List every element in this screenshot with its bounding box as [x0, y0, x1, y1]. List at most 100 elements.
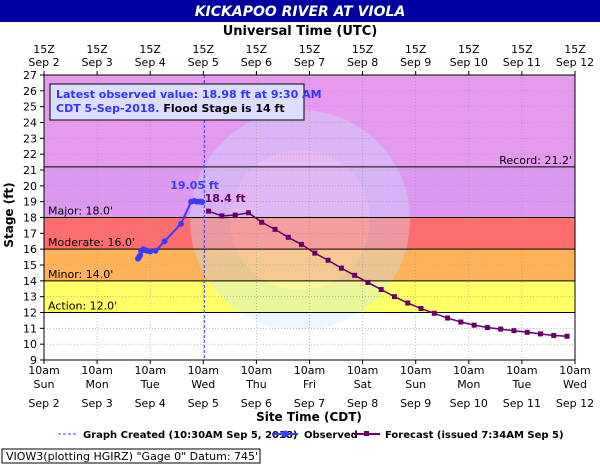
y-tick-label: 25	[23, 101, 37, 114]
forecast-point	[458, 319, 464, 325]
legend-graph-created: Graph Created (10:30AM Sep 5, 2018)	[83, 430, 298, 441]
bottom-tick-day: Mon	[85, 378, 108, 391]
y-tick-label: 10	[23, 338, 37, 351]
y-tick-label: 15	[23, 259, 37, 272]
bottom-tick-time: 10am	[400, 364, 431, 377]
bottom-tick-time: 10am	[347, 364, 378, 377]
forecast-point	[418, 306, 424, 312]
y-axis-title: Stage (ft)	[2, 182, 16, 247]
info-box: Latest observed value: 18.98 ft at 9:30 …	[49, 83, 322, 121]
forecast-point	[498, 326, 504, 332]
y-tick-label: 12	[23, 307, 37, 320]
forecast-point	[312, 250, 318, 256]
top-tick-date: Sep 2	[28, 56, 59, 69]
y-tick-label: 21	[23, 164, 37, 177]
bottom-tick-time: 10am	[188, 364, 219, 377]
y-tick-label: 9	[30, 354, 37, 367]
x-axis-title: Site Time (CDT)	[256, 410, 362, 424]
forecast-point	[259, 219, 265, 225]
peak-label: 19.05 ft	[170, 179, 219, 192]
forecast-point	[245, 210, 251, 216]
legend-observed-marker	[281, 430, 289, 438]
top-tick-date: Sep 6	[241, 56, 272, 69]
top-tick-label: 15Z	[299, 43, 321, 56]
y-tick-label: 23	[23, 132, 37, 145]
forecast-point	[564, 333, 570, 339]
footer-text: VIOW3(plotting HGIRZ) "Gage 0" Datum: 74…	[6, 450, 258, 463]
info-line-2a: CDT 5-Sep-2018.	[56, 102, 159, 115]
band-action	[44, 280, 575, 313]
bottom-tick-date: Sep 4	[135, 397, 166, 410]
forecast-point	[352, 272, 358, 278]
bottom-tick-day: Thu	[245, 378, 267, 391]
forecast-point	[391, 294, 397, 300]
y-tick-label: 11	[23, 322, 37, 335]
forecast-point	[405, 300, 411, 306]
top-tick-label: 15Z	[405, 43, 427, 56]
top-tick-label: 15Z	[193, 43, 215, 56]
forecast-point	[537, 331, 543, 337]
forecast-point	[484, 325, 490, 331]
info-box-frame	[49, 83, 305, 121]
y-tick-label: 24	[23, 117, 37, 130]
chart-title: KICKAPOO RIVER AT VIOLA	[195, 4, 406, 20]
bottom-tick-time: 10am	[506, 364, 537, 377]
y-tick-label: 20	[23, 180, 37, 193]
bottom-tick-date: Sep 2	[28, 397, 59, 410]
bottom-tick-date: Sep 10	[450, 397, 488, 410]
y-tick-label: 19	[23, 196, 37, 209]
bottom-tick-day: Wed	[191, 378, 215, 391]
info-line-2: CDT 5-Sep-2018. Flood Stage is 14 ft	[56, 102, 285, 115]
bottom-tick-date: Sep 6	[241, 397, 272, 410]
y-tick-label: 17	[23, 227, 37, 240]
observed-point	[161, 238, 168, 245]
plot-border	[43, 74, 576, 361]
footer-box	[1, 448, 261, 464]
level-label: Moderate: 16.0'	[48, 236, 135, 249]
peak-label: 18.4 ft	[205, 192, 246, 205]
bottom-tick-day: Sat	[354, 378, 373, 391]
top-tick-date: Sep 4	[135, 56, 166, 69]
top-tick-label: 15Z	[458, 43, 480, 56]
bottom-tick-date: Sep 5	[188, 397, 219, 410]
top-tick-label: 15Z	[246, 43, 268, 56]
forecast-point	[551, 332, 557, 338]
forecast-point	[511, 328, 517, 334]
bottom-tick-time: 10am	[134, 364, 165, 377]
forecast-point	[299, 241, 305, 247]
observed-point	[147, 248, 154, 255]
top-tick-label: 15Z	[352, 43, 374, 56]
stage-level-labels: Record: 21.2' Major: 18.0' Moderate: 16.0'…	[44, 154, 575, 313]
forecast-point	[378, 287, 384, 293]
bottom-tick-date: Sep 9	[400, 397, 431, 410]
level-label: Minor: 14.0'	[48, 268, 113, 281]
top-tick-date: Sep 12	[556, 56, 594, 69]
top-tick-date: Sep 5	[188, 56, 219, 69]
top-tick-date: Sep 8	[347, 56, 378, 69]
level-label: Action: 12.0'	[48, 300, 117, 313]
bottom-tick-time: 10am	[559, 364, 590, 377]
bottom-tick-time: 10am	[453, 364, 484, 377]
observed-point	[137, 252, 144, 259]
title-bar	[0, 0, 600, 22]
legend-observed: Observed	[304, 430, 358, 441]
bottom-tick-day: Fri	[303, 378, 316, 391]
bottom-tick-day: Sun	[405, 378, 426, 391]
top-tick-date: Sep 3	[81, 56, 112, 69]
forecast-point	[285, 234, 291, 240]
info-line-1: Latest observed value: 18.98 ft at 9:30 …	[56, 88, 322, 101]
observed-point	[199, 198, 206, 205]
y-tick-label: 18	[23, 212, 37, 225]
y-tick-label: 27	[23, 69, 37, 82]
top-tick-date: Sep 9	[400, 56, 431, 69]
bottom-tick-day: Sun	[34, 378, 55, 391]
bottom-tick-day: Wed	[563, 378, 587, 391]
top-tick-label: 15Z	[511, 43, 533, 56]
forecast-line	[208, 210, 568, 337]
forecast-point	[232, 212, 238, 218]
y-tick-label: 26	[23, 85, 37, 98]
top-axis-title: Universal Time (UTC)	[223, 24, 378, 39]
